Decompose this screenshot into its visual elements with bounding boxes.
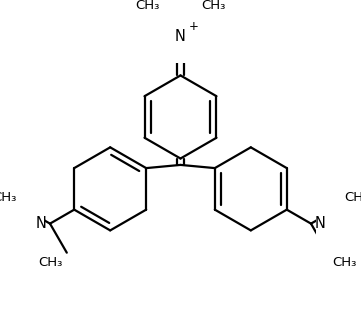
Text: N: N [175, 29, 186, 44]
Text: N: N [315, 216, 326, 231]
Text: CH₃: CH₃ [344, 191, 361, 204]
Text: CH₃: CH₃ [0, 191, 17, 204]
Text: +: + [189, 20, 199, 33]
Text: CH₃: CH₃ [38, 256, 63, 269]
Text: CH₃: CH₃ [332, 256, 356, 269]
Text: CH₃: CH₃ [135, 0, 160, 12]
Text: CH₃: CH₃ [201, 0, 226, 12]
Text: N: N [35, 216, 46, 231]
